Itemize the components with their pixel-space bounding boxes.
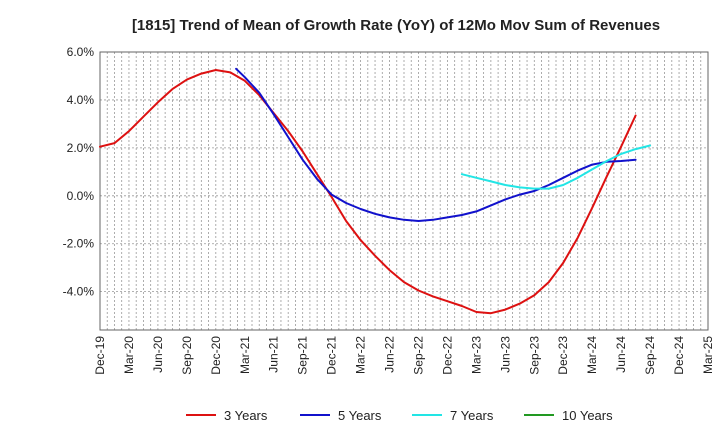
x-tick-label: Jun-23: [498, 336, 512, 373]
x-tick-label: Dec-22: [440, 336, 454, 375]
y-tick-label: -4.0%: [63, 285, 95, 299]
x-tick-label: Jun-24: [614, 336, 628, 373]
series-line-7-years: [460, 144, 652, 190]
x-tick-label: Jun-22: [383, 336, 397, 373]
x-tick-label: Dec-23: [556, 336, 570, 375]
chart-title: [1815] Trend of Mean of Growth Rate (YoY…: [132, 17, 660, 34]
x-tick-label: Mar-23: [469, 336, 483, 374]
y-tick-label: 0.0%: [67, 189, 95, 203]
legend-label: 7 Years: [450, 408, 494, 423]
x-tick-label: Sep-24: [643, 336, 657, 375]
x-tick-label: Mar-24: [585, 336, 599, 374]
x-tick-label: Sep-22: [411, 336, 425, 375]
x-tick-label: Sep-20: [180, 336, 194, 375]
y-axis: 6.0% 4.0% 2.0% 0.0% -2.0% -4.0%: [63, 45, 95, 299]
x-tick-label: Mar-20: [122, 336, 136, 374]
series-line-3-years: [99, 69, 637, 315]
plot-background: [100, 52, 708, 330]
x-tick-label: Dec-20: [209, 336, 223, 375]
y-tick-label: 6.0%: [67, 45, 95, 59]
x-tick-label: Dec-19: [93, 336, 107, 375]
x-tick-label: Sep-23: [527, 336, 541, 375]
x-tick-label: Sep-21: [296, 336, 310, 375]
legend-label: 5 Years: [338, 408, 382, 423]
y-tick-label: 2.0%: [67, 141, 95, 155]
x-tick-label: Mar-22: [354, 336, 368, 374]
y-tick-label: -2.0%: [63, 237, 95, 251]
x-tick-label: Mar-21: [238, 336, 252, 374]
x-tick-label: Jun-20: [151, 336, 165, 373]
series-lines: [99, 67, 652, 315]
legend-label: 3 Years: [224, 408, 268, 423]
x-tick-label: Dec-21: [325, 336, 339, 375]
legend: 3 Years 5 Years 7 Years 10 Years: [186, 408, 613, 423]
x-tick-label: Dec-24: [672, 336, 686, 375]
legend-label: 10 Years: [562, 408, 613, 423]
plot-area: [99, 51, 709, 331]
x-axis: Dec-19 Mar-20 Jun-20 Sep-20 Dec-20 Mar-21 Jun-…: [93, 336, 715, 375]
y-tick-label: 4.0%: [67, 93, 95, 107]
x-tick-label: Mar-25: [701, 336, 715, 374]
series-line-5-years: [235, 67, 637, 222]
x-tick-label: Jun-21: [267, 336, 281, 373]
plot-border: [99, 51, 709, 331]
